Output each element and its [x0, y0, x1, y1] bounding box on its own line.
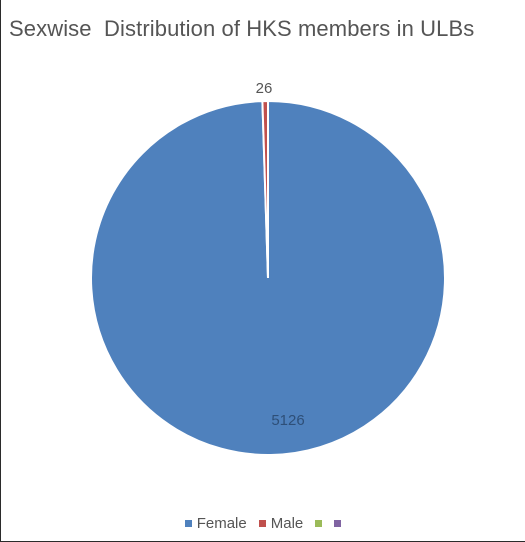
legend-label: Female — [196, 515, 247, 532]
legend-swatch — [315, 520, 323, 527]
legend-swatch — [184, 520, 192, 527]
chart-title: Sexwise Distribution of HKS members in U… — [9, 16, 475, 41]
legend-item-unnamed-3 — [334, 520, 342, 527]
legend-swatch — [258, 520, 266, 527]
pie-data-labels: 5126 26 — [256, 80, 305, 429]
pie-slice-male — [261, 99, 269, 279]
legend-item-unnamed-2 — [315, 520, 323, 527]
legend-item-female: Female — [184, 515, 247, 532]
chart-legend: Female Male — [1, 515, 525, 532]
legend-swatch — [334, 520, 342, 527]
pie-slices — [90, 99, 446, 456]
legend-item-male: Male — [258, 515, 304, 532]
data-label-male: 26 — [256, 80, 273, 97]
legend-label: Male — [270, 515, 304, 532]
data-label-female: 5126 — [271, 412, 304, 429]
